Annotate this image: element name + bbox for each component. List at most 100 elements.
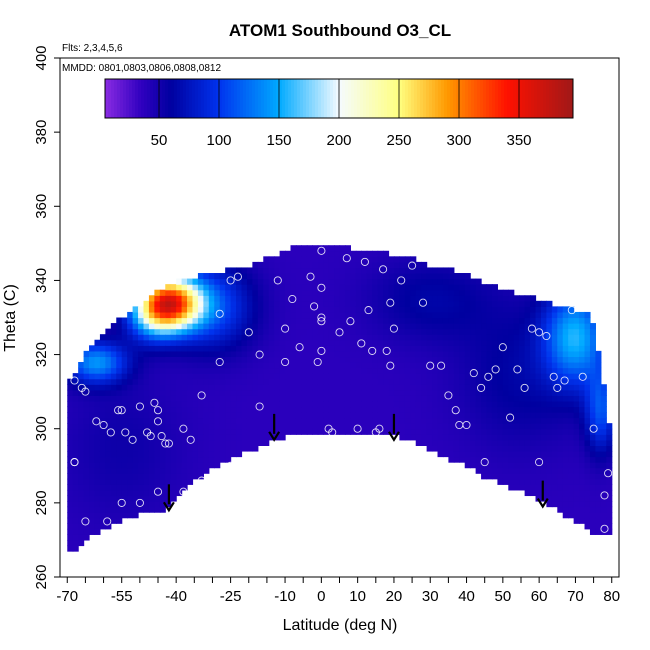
- heatmap-cell: [323, 267, 330, 274]
- heatmap-cell: [241, 311, 248, 319]
- heatmap-cell: [138, 467, 145, 474]
- heatmap-cell: [121, 412, 128, 419]
- heatmap-cell: [214, 384, 221, 391]
- heatmap-cell: [230, 373, 237, 380]
- heatmap-cell: [89, 495, 96, 502]
- heatmap-cell: [377, 356, 384, 363]
- heatmap-cell: [295, 306, 302, 313]
- sample-point: [226, 276, 235, 285]
- heatmap-cell: [584, 467, 591, 474]
- heatmap-cell: [176, 389, 183, 396]
- heatmap-cell: [132, 512, 139, 519]
- heatmap-cell: [393, 278, 400, 285]
- heatmap-cell: [546, 367, 553, 374]
- heatmap-cell: [546, 473, 553, 480]
- heatmap-cell: [78, 417, 85, 424]
- heatmap-cell: [437, 378, 444, 385]
- heatmap-cell: [573, 495, 580, 502]
- heatmap-cell: [486, 473, 493, 480]
- heatmap-cell: [513, 423, 520, 430]
- colorbar-cell: [351, 79, 355, 118]
- heatmap-cell: [502, 339, 509, 346]
- heatmap-cell: [453, 384, 460, 391]
- heatmap-cell: [67, 450, 74, 458]
- heatmap-cell: [551, 306, 558, 313]
- heatmap-cell: [383, 311, 390, 319]
- heatmap-cell: [148, 439, 155, 446]
- heatmap-cell: [404, 295, 411, 302]
- heatmap-cell: [159, 345, 166, 352]
- heatmap-cell: [437, 395, 444, 402]
- sample-point: [215, 357, 224, 367]
- heatmap-cell: [219, 378, 226, 385]
- heatmap-cell: [600, 428, 607, 435]
- heatmap-cell: [306, 267, 313, 274]
- colorbar-cell: [495, 79, 499, 118]
- heatmap-cell: [236, 345, 243, 352]
- heatmap-cell: [203, 378, 210, 385]
- heatmap-cell: [263, 289, 270, 296]
- heatmap-cell: [203, 389, 210, 396]
- colorbar-cell: [231, 79, 235, 118]
- heatmap-cell: [246, 417, 253, 424]
- heatmap-cell: [562, 406, 569, 413]
- heatmap-cell: [225, 445, 232, 452]
- sample-point: [317, 346, 326, 355]
- heatmap-cell: [197, 445, 204, 452]
- heatmap-cell: [366, 361, 373, 369]
- heatmap-cell: [312, 417, 319, 424]
- heatmap-cell: [377, 345, 384, 352]
- heatmap-cell: [595, 384, 602, 391]
- heatmap-cell: [557, 406, 564, 413]
- heatmap-cell: [535, 456, 542, 463]
- heatmap-cell: [208, 462, 215, 469]
- heatmap-cell: [459, 300, 466, 307]
- heatmap-cell: [252, 356, 259, 363]
- heatmap-cell: [595, 361, 602, 369]
- heatmap-cell: [393, 339, 400, 346]
- heatmap-cell: [584, 328, 591, 335]
- heatmap-cell: [257, 373, 264, 380]
- heatmap-cell: [165, 456, 172, 463]
- sample-point: [491, 365, 500, 374]
- heatmap-cell: [595, 445, 602, 452]
- heatmap-cell: [236, 328, 243, 335]
- heatmap-cell: [530, 339, 537, 346]
- heatmap-cell: [312, 406, 319, 413]
- heatmap-cell: [535, 378, 542, 385]
- heatmap-cell: [470, 350, 477, 358]
- heatmap-cell: [197, 289, 204, 296]
- heatmap-cell: [138, 445, 145, 452]
- heatmap-cell: [491, 289, 498, 296]
- heatmap-cell: [535, 423, 542, 430]
- heatmap-cell: [252, 423, 259, 430]
- heatmap-cell: [573, 445, 580, 452]
- heatmap-cell: [72, 495, 79, 502]
- colorbar-cell: [276, 79, 280, 118]
- heatmap-cell: [377, 378, 384, 385]
- heatmap-cell: [187, 334, 194, 341]
- heatmap-cell: [241, 345, 248, 352]
- heatmap-cell: [508, 434, 515, 441]
- heatmap-cell: [219, 406, 226, 413]
- heatmap-cell: [470, 300, 477, 307]
- heatmap-cell: [154, 361, 161, 369]
- heatmap-cell: [116, 428, 123, 435]
- heatmap-cell: [219, 395, 226, 402]
- heatmap-cell: [470, 400, 477, 408]
- heatmap-cell: [442, 317, 449, 324]
- heatmap-cell: [383, 423, 390, 430]
- heatmap-cell: [481, 412, 488, 419]
- heatmap-cell: [464, 373, 471, 380]
- heatmap-cell: [208, 395, 215, 402]
- heatmap-cell: [208, 361, 215, 369]
- heatmap-cell: [138, 334, 145, 341]
- heatmap-cell: [241, 434, 248, 441]
- heatmap-cell: [568, 384, 575, 391]
- heatmap-cell: [230, 367, 237, 374]
- heatmap-cell: [551, 412, 558, 419]
- heatmap-cell: [274, 384, 281, 391]
- heatmap-cell: [176, 400, 183, 408]
- heatmap-cell: [312, 339, 319, 346]
- heatmap-cell: [519, 417, 526, 424]
